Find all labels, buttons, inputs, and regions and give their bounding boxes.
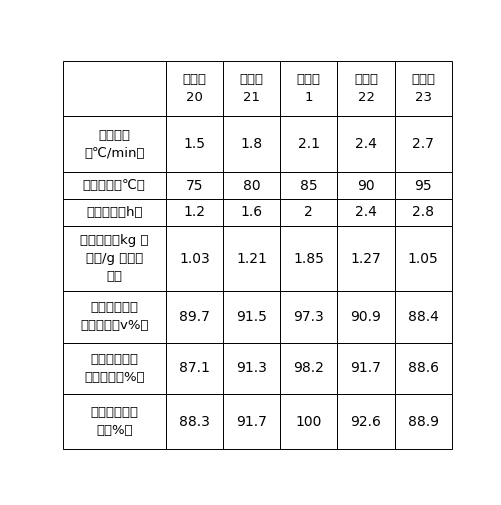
Text: 1.05: 1.05: [407, 251, 438, 266]
Bar: [280, 226, 337, 291]
Bar: [63, 226, 165, 291]
Text: 90.9: 90.9: [350, 310, 381, 324]
Bar: [63, 291, 165, 342]
Text: 91.7: 91.7: [350, 361, 381, 375]
Text: 1.21: 1.21: [236, 251, 267, 266]
Bar: [280, 117, 337, 172]
Bar: [337, 342, 394, 393]
Bar: [337, 393, 394, 449]
Text: 100: 100: [295, 415, 321, 429]
Bar: [165, 172, 222, 199]
Bar: [337, 61, 394, 117]
Bar: [280, 393, 337, 449]
Text: 最高温度（℃）: 最高温度（℃）: [83, 179, 145, 192]
Bar: [222, 342, 280, 393]
Text: 1.2: 1.2: [183, 206, 205, 220]
Bar: [337, 117, 394, 172]
Bar: [222, 291, 280, 342]
Bar: [165, 117, 222, 172]
Bar: [337, 226, 394, 291]
Bar: [394, 61, 451, 117]
Text: 89.7: 89.7: [179, 310, 209, 324]
Bar: [394, 172, 451, 199]
Text: 88.4: 88.4: [407, 310, 438, 324]
Bar: [337, 291, 394, 342]
Text: 2.7: 2.7: [411, 137, 433, 152]
Text: 75: 75: [185, 179, 203, 193]
Text: 实施例
22: 实施例 22: [353, 73, 377, 104]
Bar: [280, 199, 337, 226]
Bar: [63, 172, 165, 199]
Text: 催化活性（kg 氯
乙烯/g 无汞触
媒）: 催化活性（kg 氯 乙烯/g 无汞触 媒）: [80, 234, 148, 283]
Bar: [337, 172, 394, 199]
Text: 升温速度
（℃/min）: 升温速度 （℃/min）: [84, 129, 144, 160]
Text: 87.1: 87.1: [179, 361, 209, 375]
Bar: [394, 393, 451, 449]
Bar: [63, 61, 165, 117]
Bar: [165, 226, 222, 291]
Text: 2.4: 2.4: [354, 137, 376, 152]
Text: 1.03: 1.03: [179, 251, 209, 266]
Text: 1.27: 1.27: [350, 251, 381, 266]
Text: 1.5: 1.5: [183, 137, 205, 152]
Bar: [63, 342, 165, 393]
Bar: [394, 291, 451, 342]
Bar: [394, 342, 451, 393]
Bar: [222, 172, 280, 199]
Bar: [280, 291, 337, 342]
Bar: [394, 117, 451, 172]
Text: 1.6: 1.6: [240, 206, 262, 220]
Bar: [63, 393, 165, 449]
Text: 氯乙烯的选择
性（%）: 氯乙烯的选择 性（%）: [90, 406, 138, 437]
Bar: [222, 393, 280, 449]
Bar: [165, 199, 222, 226]
Text: 92.6: 92.6: [350, 415, 381, 429]
Bar: [165, 291, 222, 342]
Bar: [222, 199, 280, 226]
Text: 2.8: 2.8: [411, 206, 433, 220]
Text: 1.8: 1.8: [240, 137, 262, 152]
Text: 2: 2: [304, 206, 313, 220]
Text: 90: 90: [357, 179, 374, 193]
Text: 95: 95: [413, 179, 431, 193]
Bar: [280, 172, 337, 199]
Bar: [222, 117, 280, 172]
Text: 80: 80: [242, 179, 260, 193]
Text: 97.3: 97.3: [293, 310, 324, 324]
Bar: [63, 199, 165, 226]
Bar: [165, 393, 222, 449]
Bar: [222, 61, 280, 117]
Bar: [337, 199, 394, 226]
Text: 2.4: 2.4: [354, 206, 376, 220]
Text: 91.7: 91.7: [236, 415, 267, 429]
Text: 实施例
1: 实施例 1: [296, 73, 320, 104]
Bar: [394, 226, 451, 291]
Bar: [280, 342, 337, 393]
Text: 粗产物中氯乙
烯的纯度（v%）: 粗产物中氯乙 烯的纯度（v%）: [80, 301, 148, 332]
Bar: [394, 199, 451, 226]
Text: 91.5: 91.5: [236, 310, 267, 324]
Text: 粗产物中氯乙
烯的收率（%）: 粗产物中氯乙 烯的收率（%）: [84, 352, 144, 383]
Text: 88.3: 88.3: [179, 415, 209, 429]
Text: 保持时间（h）: 保持时间（h）: [86, 206, 142, 219]
Bar: [165, 342, 222, 393]
Text: 88.9: 88.9: [407, 415, 438, 429]
Bar: [165, 61, 222, 117]
Text: 98.2: 98.2: [293, 361, 324, 375]
Text: 1.85: 1.85: [293, 251, 324, 266]
Text: 实施例
23: 实施例 23: [410, 73, 434, 104]
Bar: [63, 117, 165, 172]
Text: 实施例
21: 实施例 21: [239, 73, 263, 104]
Text: 88.6: 88.6: [407, 361, 438, 375]
Text: 2.1: 2.1: [297, 137, 319, 152]
Text: 实施例
20: 实施例 20: [182, 73, 206, 104]
Bar: [222, 226, 280, 291]
Text: 85: 85: [300, 179, 317, 193]
Text: 91.3: 91.3: [236, 361, 267, 375]
Bar: [280, 61, 337, 117]
